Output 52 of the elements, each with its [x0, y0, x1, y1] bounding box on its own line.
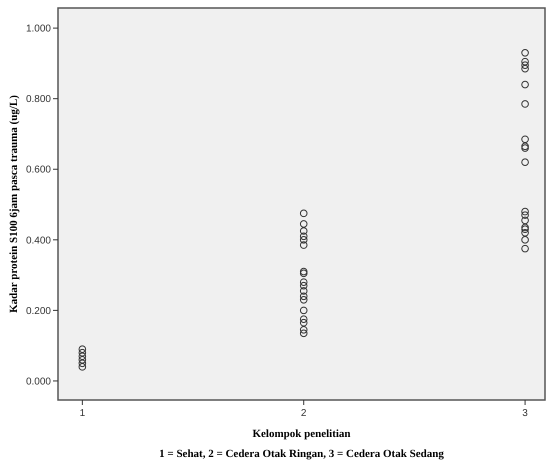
point — [521, 224, 529, 232]
point — [300, 330, 308, 338]
point — [300, 278, 308, 286]
point — [300, 232, 308, 240]
point — [521, 208, 529, 216]
point — [300, 315, 308, 323]
x-tick-label: 2 — [300, 408, 307, 419]
point — [78, 352, 86, 360]
point — [521, 236, 529, 244]
point — [521, 225, 529, 234]
point — [300, 282, 308, 290]
point — [78, 356, 86, 364]
point — [78, 348, 86, 357]
point — [78, 345, 86, 353]
point — [521, 216, 529, 224]
point — [300, 210, 308, 218]
point — [300, 270, 308, 278]
text: 1 = Sehat, 2 = Cedera Otak Ringan, 3 = Cedera Otak Sedang — [159, 448, 444, 460]
point — [300, 296, 308, 304]
point — [300, 292, 308, 300]
point — [300, 220, 308, 228]
point — [300, 236, 308, 244]
y-tick-label: 0.400 — [26, 235, 52, 246]
y-tick-label: 0.600 — [26, 164, 52, 176]
point — [521, 61, 529, 69]
point — [521, 228, 529, 237]
point — [300, 268, 308, 276]
y-tick-label: 0.200 — [26, 306, 52, 317]
point — [300, 227, 308, 235]
point — [521, 80, 529, 88]
y-tick-label: 0.000 — [26, 376, 52, 388]
point — [521, 49, 529, 57]
point — [300, 241, 308, 249]
point — [521, 58, 529, 66]
x-tick-label: 1 — [80, 408, 86, 419]
point — [521, 135, 529, 144]
point — [521, 64, 529, 72]
y-tick-label: 1.000 — [26, 24, 52, 35]
point — [78, 363, 86, 371]
y-axis-title: Kadar protein S100 6jam pasca trauma (ug/L) — [8, 94, 20, 313]
point — [300, 326, 308, 334]
point — [78, 360, 86, 368]
point — [300, 287, 308, 295]
point — [521, 100, 529, 108]
point — [300, 318, 308, 327]
point — [521, 244, 529, 252]
x-tick-label: 3 — [522, 408, 528, 419]
point — [521, 211, 529, 219]
point — [521, 158, 529, 166]
x-axis-title: Kelompok penelitian — [252, 428, 351, 440]
y-tick-label: 0.800 — [26, 94, 52, 106]
point — [300, 306, 308, 314]
